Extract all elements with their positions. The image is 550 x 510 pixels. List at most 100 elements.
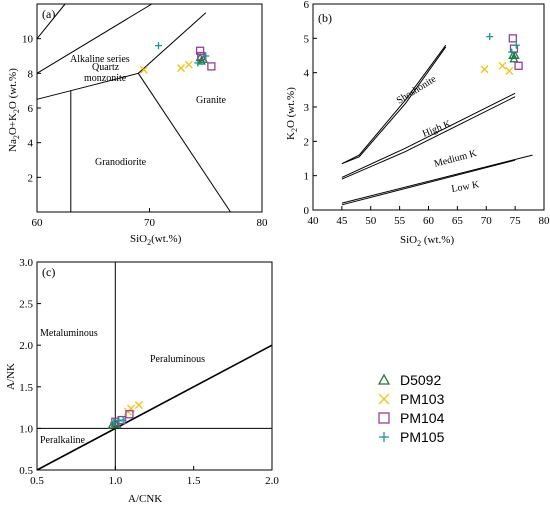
point-pm104 xyxy=(207,62,216,71)
panel-c-points xyxy=(107,401,143,429)
panel-b-ylabel: K2O (wt.%) xyxy=(285,87,299,140)
region-low-k: Low K xyxy=(451,179,481,195)
region-granite: Granite xyxy=(196,95,227,106)
point-pm105 xyxy=(512,41,520,49)
point-pm103 xyxy=(139,65,148,74)
panel-b-xtick-label: 55 xyxy=(394,215,406,227)
point-pm105 xyxy=(110,419,118,427)
point-pm105 xyxy=(486,33,494,41)
panel-b-xtick-label: 75 xyxy=(510,215,522,227)
panel-b-boundaries xyxy=(341,44,533,206)
panel-a-xtick-label: 70 xyxy=(144,217,156,229)
legend-marker-pm103 xyxy=(378,393,390,405)
region-high-k: High K xyxy=(421,118,453,140)
panel-b-label: (b) xyxy=(318,11,332,25)
panel-a-boundary-line xyxy=(36,3,66,40)
panel-b-xtick-label: 40 xyxy=(308,215,320,227)
panel-a-boundary-line xyxy=(36,12,207,100)
region-metaluminous: Metaluminous xyxy=(40,328,98,339)
panel-b-xtick-label: 60 xyxy=(423,215,435,227)
panel-b-ytick-label: 1 xyxy=(304,171,310,183)
region-alkaline-series: Alkaline series xyxy=(70,54,130,65)
panel-b-boundary-line xyxy=(341,92,516,178)
point-d5092 xyxy=(196,56,206,65)
panel-b-ytick-label: 5 xyxy=(304,33,310,45)
panel-c-ytick-label: 2.0 xyxy=(19,340,33,352)
panel-a-ytick-label: 6 xyxy=(28,103,34,115)
panel-c-label: (c) xyxy=(42,265,55,279)
legend-label-pm103: PM103 xyxy=(400,391,445,407)
point-pm104 xyxy=(125,410,134,419)
panel-c-xlabel: A/CNK xyxy=(128,493,162,505)
panel-c-boundary-line xyxy=(36,344,273,471)
panel-b-xtick-label: 65 xyxy=(452,215,464,227)
point-pm105 xyxy=(119,416,127,424)
panel-b-boundary-line xyxy=(341,96,516,180)
panel-c-ytick-label: 1.0 xyxy=(19,423,33,435)
panel-b-boundary-line xyxy=(341,46,447,165)
legend-marker-d5092 xyxy=(377,373,391,385)
legend-marker-pm104 xyxy=(378,412,390,424)
point-pm103 xyxy=(505,66,514,75)
panel-b-xtick-label: 70 xyxy=(481,215,493,227)
panel-b-boundary-line xyxy=(341,159,516,206)
legend-label-d5092: D5092 xyxy=(400,372,441,388)
panel-a-xtick-label: 60 xyxy=(32,217,44,229)
point-pm105 xyxy=(114,417,122,425)
panel-c-ytick-label: 1.5 xyxy=(19,382,33,394)
panel-a-xtick-label: 80 xyxy=(257,217,269,229)
panel-c-frame xyxy=(36,261,273,471)
legend-label-pm104: PM104 xyxy=(400,410,445,426)
point-pm105 xyxy=(508,48,516,56)
panel-b-points xyxy=(480,33,523,75)
panel-b-ytick-label: 2 xyxy=(304,136,310,148)
region-peraluminous: Peraluminous xyxy=(150,354,205,365)
panel-b-ytick-label: 3 xyxy=(304,102,310,114)
panel-b-ytick-label: 0 xyxy=(304,205,310,217)
panel-a-boundaries xyxy=(36,3,231,213)
panel-a-ytick-label: 8 xyxy=(28,68,34,80)
panel-b-boundary-line xyxy=(341,44,447,165)
point-pm103 xyxy=(480,65,489,74)
panel-a-ylabel: Na2O+K2O (wt.%) xyxy=(7,68,21,152)
panel-b-boundary-line xyxy=(341,154,533,204)
panel-c-ytick-label: 3.0 xyxy=(19,257,33,269)
region-quartz: Quartz xyxy=(92,62,120,73)
point-pm104 xyxy=(195,46,205,55)
panel-b-xtick-label: 45 xyxy=(336,215,348,227)
point-pm105 xyxy=(155,42,162,50)
region-granodiorite: Granodiorite xyxy=(95,157,147,168)
panel-c-ytick-label: 0.5 xyxy=(19,465,33,477)
point-pm105 xyxy=(194,59,202,67)
region-medium-k: Medium K xyxy=(433,148,479,170)
panel-b-xtick-label: 80 xyxy=(539,215,550,227)
panel-b-ytick-label: 4 xyxy=(304,68,310,80)
legend: D5092 PM103 PM104 PM105 xyxy=(377,372,445,445)
panel-c-xtick-label: 2.0 xyxy=(265,475,279,487)
region-peralkaline: Peralkaline xyxy=(40,435,86,446)
panel-a-boundary-line xyxy=(36,3,153,74)
panel-c-xtick-label: 0.5 xyxy=(30,475,44,487)
panel-c-ytick-label: 2.5 xyxy=(19,299,33,311)
panel-c-boundaries xyxy=(36,262,273,471)
panel-c-xtick-label: 1.0 xyxy=(108,475,122,487)
panel-a-ytick-label: 10 xyxy=(22,34,34,46)
point-pm103 xyxy=(184,60,193,69)
panel-c-ticks: 0.5 1.0 1.5 2.0 0.5 1.0 1.5 2.0 2.5 3.0 xyxy=(19,257,279,487)
legend-marker-pm105 xyxy=(379,432,389,442)
panel-a-ytick-label: 4 xyxy=(28,138,34,150)
point-pm103 xyxy=(498,61,507,70)
panel-a-boundary-line xyxy=(137,73,231,213)
legend-label-pm105: PM105 xyxy=(400,429,445,445)
panel-c-ylabel: A/NK xyxy=(5,363,17,390)
panel-a-ticks: 60 70 80 2 4 6 8 10 xyxy=(22,34,268,229)
panel-a-points xyxy=(139,42,216,74)
panel-c-xtick-label: 1.5 xyxy=(187,475,201,487)
point-pm105 xyxy=(202,52,210,60)
panel-b-xlabel: SiO2 (wt.%) xyxy=(400,234,454,248)
point-pm104 xyxy=(508,34,517,43)
point-pm103 xyxy=(134,401,143,410)
